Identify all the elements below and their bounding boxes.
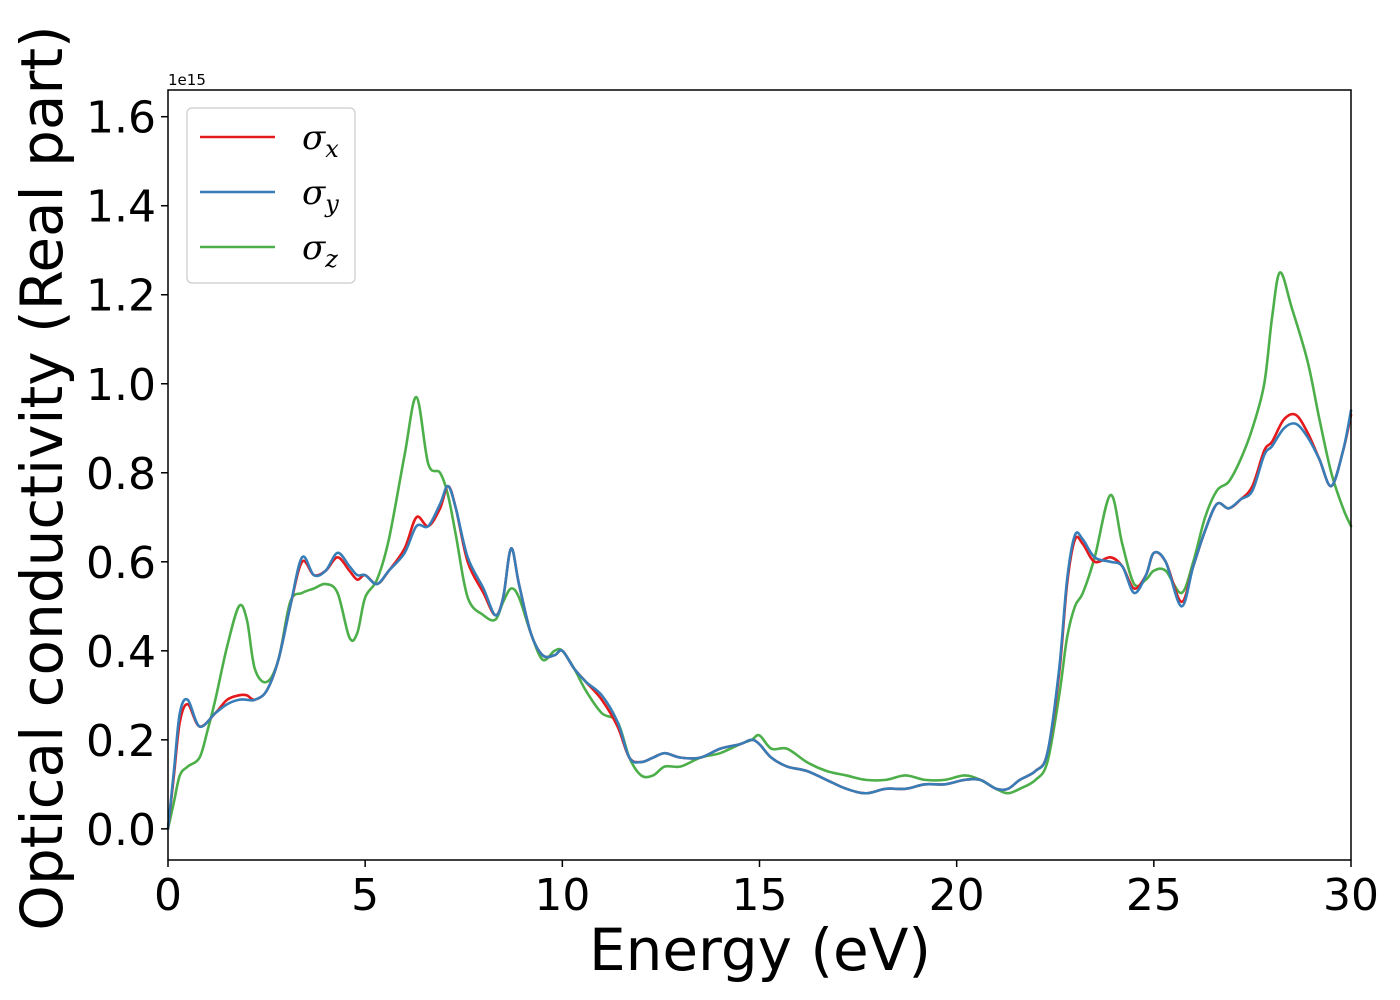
legend-frame <box>186 107 356 284</box>
x-tick-label: 20 <box>929 870 985 921</box>
y-tick-label: 0.6 <box>86 538 156 589</box>
y-offset-text: 1e15 <box>168 71 206 89</box>
x-tick-label: 15 <box>732 870 788 921</box>
y-tick-label: 1.2 <box>86 271 156 322</box>
y-tick-label: 1.4 <box>86 182 156 233</box>
legend-label-subscript: z <box>324 245 338 273</box>
legend-label-symbol: σ <box>302 173 326 213</box>
y-tick-label: 0.4 <box>86 627 156 678</box>
y-tick-label: 0.8 <box>86 449 156 500</box>
y-axis-label: Optical conductivity (Real part) <box>8 25 76 930</box>
legend-label-subscript: y <box>324 190 339 218</box>
y-tick-label: 0.0 <box>86 805 156 856</box>
legend-label-symbol: σ <box>302 118 326 158</box>
x-tick-label: 0 <box>154 870 182 921</box>
series-layer <box>166 271 1353 831</box>
y-axis-ticks: 0.0 0.2 0.4 0.6 0.8 1.0 1.2 1.4 1.6 <box>86 93 168 856</box>
y-tick-label: 1.0 <box>86 360 156 411</box>
legend-label-subscript: x <box>325 135 339 163</box>
y-tick-label: 1.6 <box>86 93 156 144</box>
plot-area <box>166 89 1353 861</box>
legend-label-y: σy <box>302 173 339 218</box>
axes-background <box>168 90 1351 860</box>
y-tick-label: 0.2 <box>86 716 156 767</box>
legend-label-symbol: σ <box>302 228 326 268</box>
x-tick-label: 25 <box>1126 870 1182 921</box>
x-axis-label: Energy (eV) <box>589 916 931 984</box>
legend-label-x: σx <box>302 118 339 163</box>
x-tick-label: 10 <box>534 870 590 921</box>
series-line-y <box>166 409 1353 831</box>
x-axis-ticks: 0 5 10 15 20 25 30 <box>154 860 1379 921</box>
x-tick-label: 5 <box>351 870 379 921</box>
x-tick-label: 30 <box>1323 870 1379 921</box>
legend-label-z: σz <box>302 228 338 273</box>
